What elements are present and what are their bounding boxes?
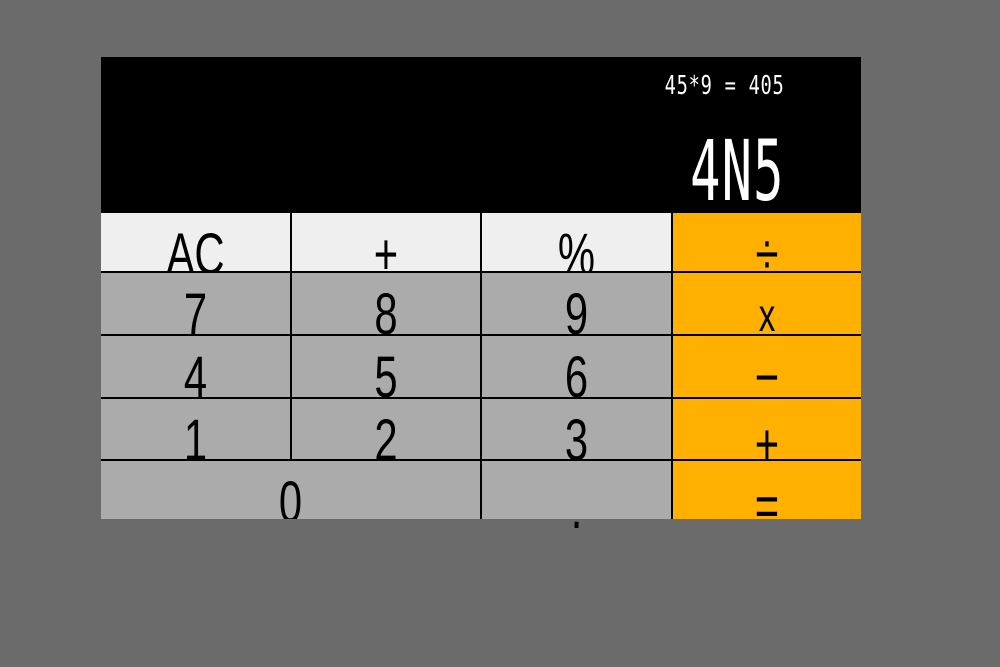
keypad: AC + % ÷ 7 8 9 x 4 5 6 <box>101 213 861 539</box>
subtract-button[interactable]: − <box>673 336 861 399</box>
digit-8-label: 8 <box>374 282 398 336</box>
digit-2-button[interactable]: 2 <box>292 399 482 461</box>
add-button-label: + <box>754 412 780 461</box>
divide-button-label: ÷ <box>755 222 779 273</box>
calculator: 45*9 = 405 4N5 AC + % ÷ 7 8 9 x 4 <box>101 57 861 539</box>
digit-0-button[interactable]: 0 <box>101 461 482 519</box>
divide-button[interactable]: ÷ <box>673 213 861 273</box>
digit-1-button[interactable]: 1 <box>101 399 292 461</box>
clear-button[interactable]: AC <box>101 213 292 273</box>
decimal-button-label: . <box>570 476 583 541</box>
digit-5-label: 5 <box>374 345 398 399</box>
subtract-button-label: − <box>754 345 780 399</box>
digit-7-label: 7 <box>183 282 208 336</box>
digit-3-label: 3 <box>564 408 589 461</box>
digit-8-button[interactable]: 8 <box>292 273 482 336</box>
add-button[interactable]: + <box>673 399 861 461</box>
equals-button-label: = <box>754 474 780 520</box>
digit-9-button[interactable]: 9 <box>482 273 673 336</box>
plus-minus-button-label: + <box>373 222 399 273</box>
clear-button-label: AC <box>166 222 225 273</box>
digit-5-button[interactable]: 5 <box>292 336 482 399</box>
digit-7-button[interactable]: 7 <box>101 273 292 336</box>
calculator-display: 45*9 = 405 4N5 <box>101 57 861 213</box>
multiply-button[interactable]: x <box>673 273 861 336</box>
decimal-button[interactable]: . <box>482 461 673 539</box>
digit-2-label: 2 <box>374 408 398 461</box>
digit-9-label: 9 <box>564 282 589 336</box>
equals-button[interactable]: = <box>673 461 861 519</box>
percent-button-label: % <box>557 222 596 273</box>
multiply-button-label: x <box>758 289 776 336</box>
digit-0-label: 0 <box>278 470 303 520</box>
digit-3-button[interactable]: 3 <box>482 399 673 461</box>
digit-6-label: 6 <box>564 345 589 399</box>
digit-6-button[interactable]: 6 <box>482 336 673 399</box>
plus-minus-button[interactable]: + <box>292 213 482 273</box>
expression-readout: 45*9 = 405 <box>665 71 785 101</box>
result-readout: 4N5 <box>690 122 785 213</box>
digit-4-button[interactable]: 4 <box>101 336 292 399</box>
percent-button[interactable]: % <box>482 213 673 273</box>
digit-4-label: 4 <box>183 345 208 399</box>
digit-1-label: 1 <box>183 408 208 461</box>
